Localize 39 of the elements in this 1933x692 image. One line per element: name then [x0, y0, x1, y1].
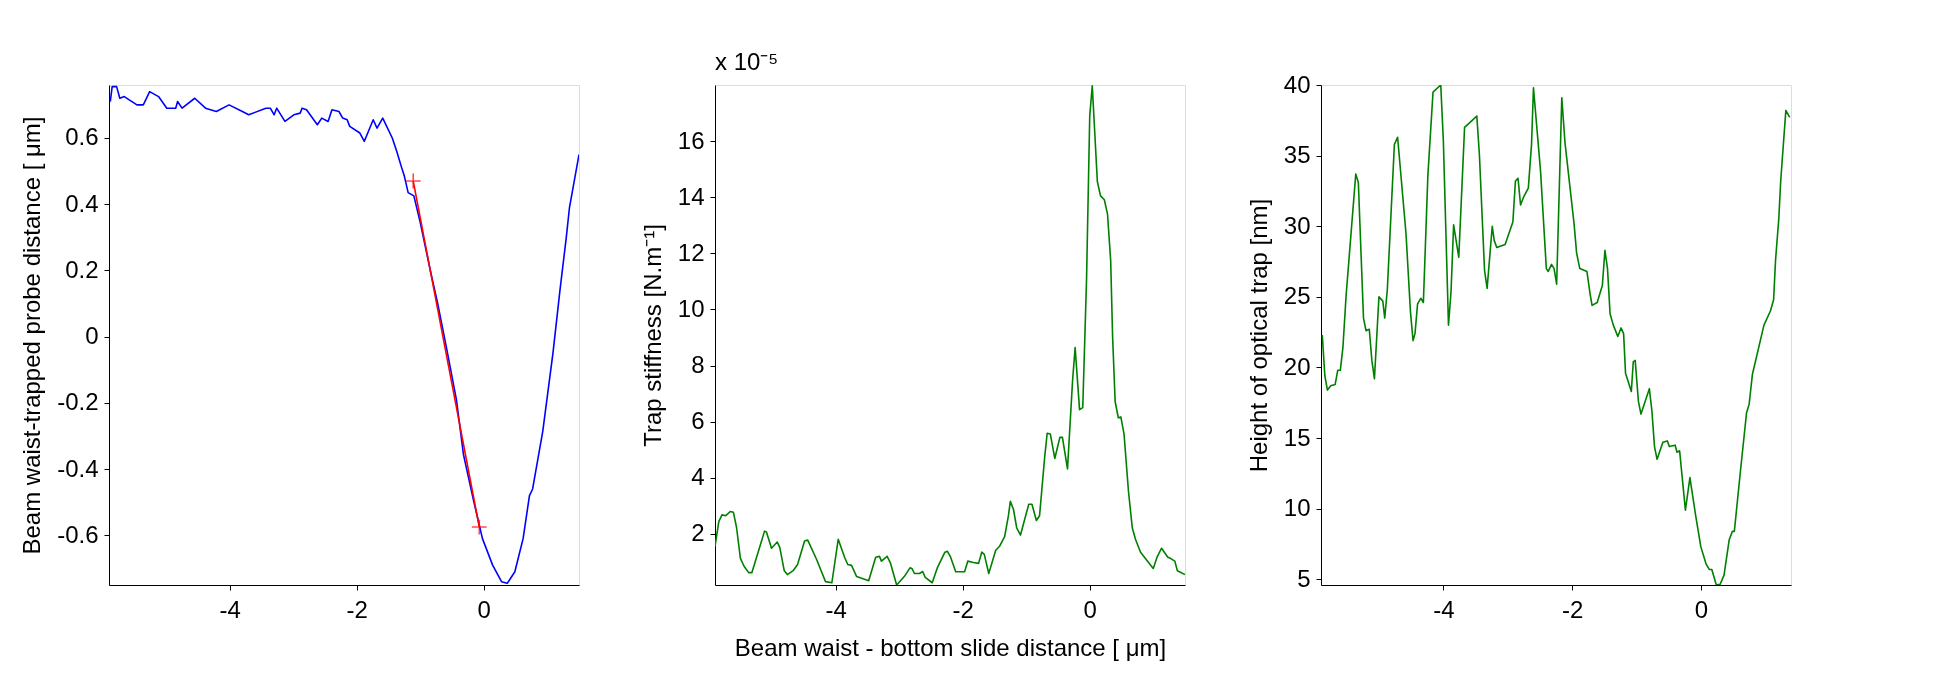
x-tick-label: -2: [952, 595, 974, 623]
y-axis-title: Beam waist-trapped probe distance [ μm]: [18, 116, 46, 555]
text: x 10⁻⁵: [715, 48, 779, 75]
x-tick-label: -2: [1561, 595, 1584, 623]
line-series: [715, 85, 1185, 585]
x-tick-label: 0: [1083, 595, 1097, 623]
x-tick-label: -4: [1433, 595, 1455, 623]
y-tick-label: -0.2: [57, 388, 99, 416]
x-tick-label: -2: [346, 595, 368, 623]
y-tick-label: 0.2: [65, 255, 99, 283]
y-tick-label: -0.4: [57, 454, 99, 482]
y-tick-label: 16: [677, 126, 705, 154]
y-axis-title: Trap stiffness [N.m⁻¹]: [638, 224, 666, 447]
y-tick-label: 35: [1283, 141, 1311, 169]
y-tick-label: 14: [677, 182, 705, 210]
y-tick-label: 8: [691, 351, 705, 379]
x-tick-label: -4: [219, 595, 241, 623]
y-tick-label: 15: [1283, 423, 1311, 451]
y-tick-label: 30: [1283, 211, 1311, 239]
y-tick-label: 5: [1297, 564, 1311, 592]
y-tick-label: 10: [1283, 494, 1311, 522]
y-tick-label: 40: [1283, 70, 1311, 98]
y-tick-label: 0.4: [65, 189, 99, 217]
x-axis-title: Beam waist - bottom slide distance [ μm]: [734, 633, 1167, 661]
y-tick-label: 25: [1283, 282, 1311, 310]
y-tick-label: 12: [677, 238, 705, 266]
x-tick-label: 0: [1694, 595, 1709, 623]
y-tick-label: -0.6: [57, 520, 99, 548]
y-tick-label: 0: [85, 322, 99, 350]
y-tick-label: 6: [691, 407, 705, 435]
line-series: [109, 85, 579, 585]
x-tick-label: 0: [477, 595, 491, 623]
y-tick-label: 2: [691, 519, 705, 547]
y-tick-label: 0.6: [65, 123, 99, 151]
y-tick-label: 10: [677, 294, 705, 322]
y-tick-label: 20: [1283, 352, 1311, 380]
x-tick-label: -4: [825, 595, 847, 623]
y-tick-label: 4: [691, 463, 705, 491]
y-axis-title: Height of optical trap [nm]: [1244, 198, 1272, 473]
